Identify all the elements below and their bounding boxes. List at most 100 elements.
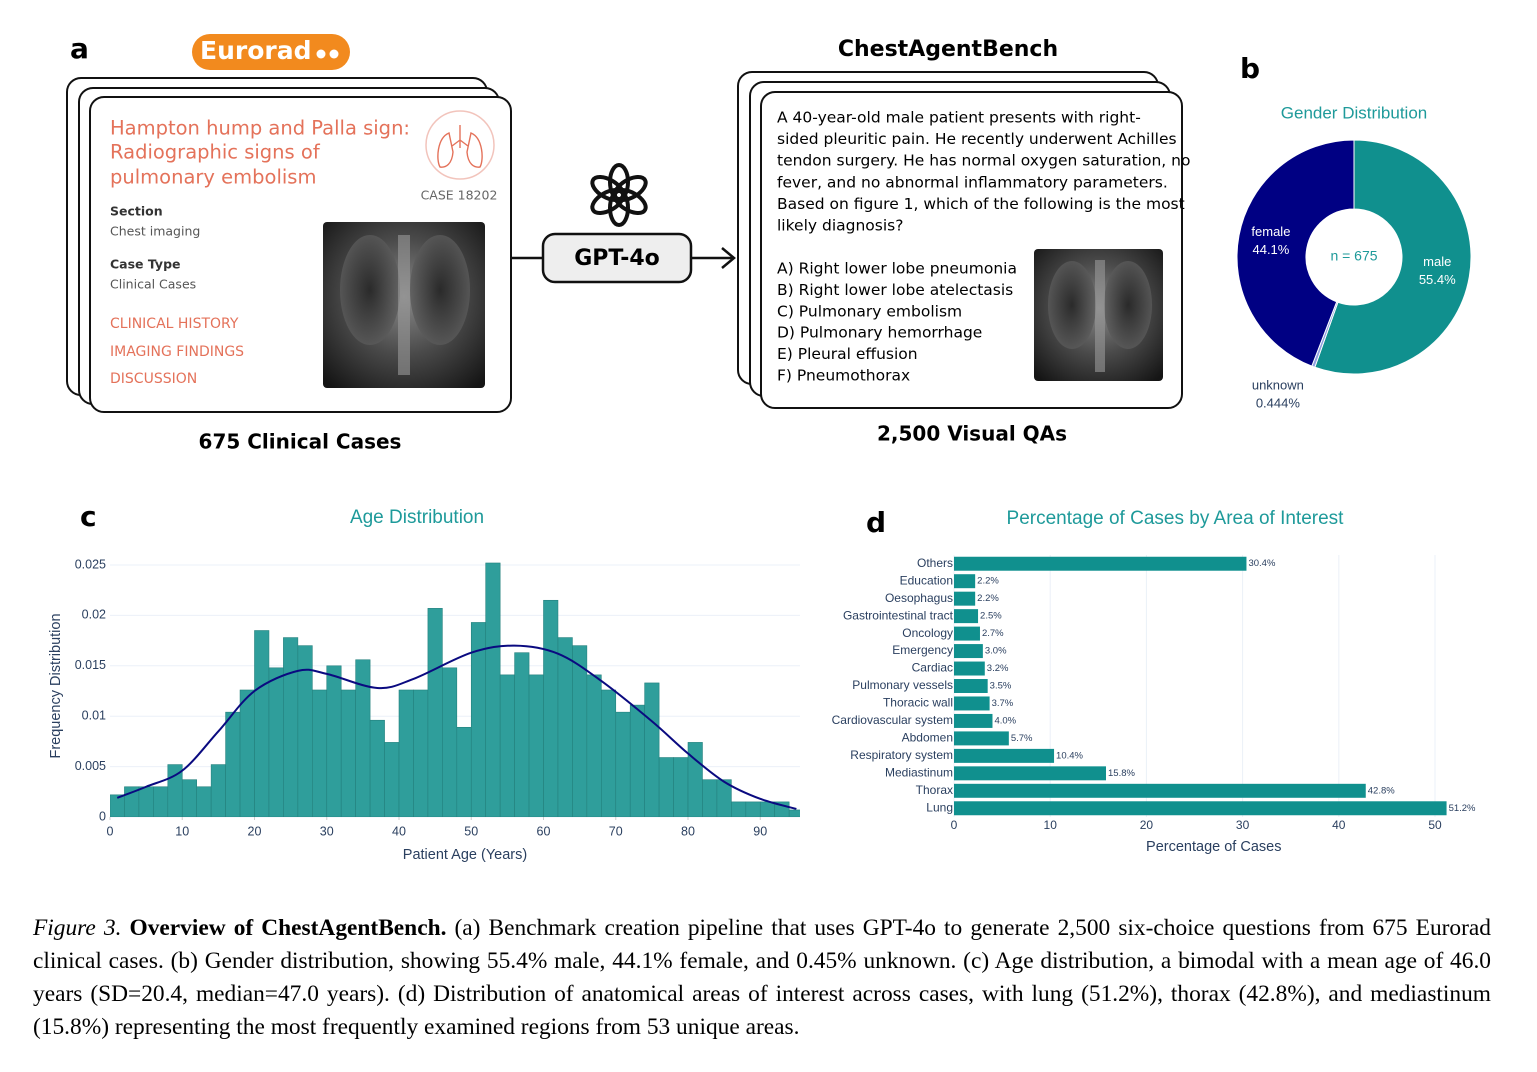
histogram-bar (601, 689, 617, 817)
bar (954, 609, 979, 624)
value-label: 5.7% (1011, 733, 1033, 744)
histogram-bar (153, 786, 169, 817)
openai-logo (590, 163, 648, 227)
bar (954, 626, 980, 641)
panel-label: b (1240, 52, 1260, 85)
question: A 40-year-old male patient presents with… (777, 109, 1190, 385)
panel-label: c (80, 500, 97, 533)
category-label: Pulmonary vessels (852, 678, 953, 692)
category-label: Others (917, 556, 953, 570)
bar (954, 556, 1247, 571)
answer-option: A) Right lower lobe pneumonia (777, 260, 1017, 278)
cases-label: 675 Clinical Cases (199, 430, 402, 454)
y-tick-label: 0.025 (75, 557, 106, 571)
x-tick-label: 10 (1044, 818, 1058, 832)
logo-dot (316, 49, 326, 59)
value-label: 2.2% (977, 576, 999, 587)
histogram-bar (398, 689, 414, 817)
slice-value-label: 55.4% (1419, 272, 1456, 287)
bar (954, 801, 1447, 816)
value-label: 10.4% (1056, 750, 1083, 761)
x-tick-label: 30 (1236, 818, 1250, 832)
x-tick-label: 70 (609, 824, 623, 838)
logo-pill (192, 34, 350, 70)
answer-option: E) Pleural effusion (777, 345, 918, 363)
histogram-bar (369, 719, 385, 817)
figure: a Eurorad Hampton hump and Palla sign: R… (48, 32, 1476, 863)
arrow-head (721, 247, 736, 269)
bar (954, 713, 993, 728)
histogram-bar (456, 726, 472, 817)
value-label: 4.0% (994, 715, 1016, 726)
histogram-bar (196, 786, 212, 817)
case-link: IMAGING FINDINGS (110, 344, 244, 360)
x-tick-label: 0 (951, 818, 958, 832)
x-tick-label: 40 (392, 824, 406, 838)
histogram-bar (629, 704, 645, 817)
histogram-bar (499, 674, 515, 817)
answer-option: D) Pulmonary hemorrhage (777, 324, 982, 342)
value-label: 2.2% (977, 593, 999, 604)
panel-label: d (866, 506, 886, 539)
pie-slice (1236, 139, 1355, 367)
field-name: Case Type (110, 257, 181, 272)
chart-title: Gender Distribution (1281, 103, 1427, 122)
histogram-bar (716, 779, 732, 817)
bars (110, 562, 800, 817)
question-line: Based on figure 1, which of the followin… (777, 195, 1185, 213)
field-value: Clinical Cases (110, 277, 196, 292)
category-label: Education (900, 573, 953, 587)
x-tick-label: 20 (1140, 818, 1154, 832)
caption-heading: Overview of ChestAgentBench. (129, 915, 447, 941)
case-title: pulmonary embolism (110, 166, 316, 189)
bar (954, 644, 983, 659)
histogram-bar (427, 608, 443, 817)
histogram-bar (485, 562, 501, 817)
histogram-bar (268, 667, 284, 817)
histogram-bar (384, 742, 400, 817)
xray-image (1034, 249, 1163, 381)
histogram-bar (788, 809, 800, 817)
histogram-bar (283, 637, 299, 817)
case-link: DISCUSSION (110, 371, 197, 387)
bench-title: ChestAgentBench (838, 37, 1058, 62)
category-label: Lung (926, 800, 953, 814)
x-tick-label: 50 (464, 824, 478, 838)
question-line: A 40-year-old male patient presents with… (777, 109, 1141, 127)
slice-label: male (1423, 254, 1451, 269)
histogram-bar (442, 667, 458, 817)
y-tick-label: 0.02 (82, 608, 106, 622)
value-label: 3.5% (990, 681, 1012, 692)
histogram-bar (110, 794, 125, 817)
histogram-bar (572, 645, 588, 817)
panel-label: a (70, 32, 89, 65)
histogram-bar (312, 689, 328, 817)
category-label: Emergency (892, 643, 953, 657)
histogram-bar (673, 757, 689, 817)
value-label: 3.2% (987, 663, 1009, 674)
answer-option: F) Pneumothorax (777, 367, 910, 385)
histogram-bar (528, 674, 544, 817)
value-label: 2.5% (980, 611, 1002, 622)
histogram-bar (514, 652, 530, 817)
bar (954, 661, 985, 676)
y-tick-label: 0.01 (82, 708, 106, 722)
model-name: GPT-4o (574, 246, 660, 271)
category-label: Thorax (916, 783, 953, 797)
field-name: Section (110, 204, 163, 219)
category-label: Abdomen (902, 731, 953, 745)
x-tick-label: 20 (248, 824, 262, 838)
histogram-bar (340, 689, 356, 817)
center-label: n = 675 (1330, 248, 1377, 264)
x-tick-label: 40 (1332, 818, 1346, 832)
histogram-bar (254, 630, 270, 817)
x-tick-label: 0 (107, 824, 114, 838)
bar (954, 696, 990, 711)
case-title: Radiographic signs of (110, 141, 321, 164)
histogram-bar (543, 599, 559, 817)
y-tick-label: 0.015 (75, 658, 106, 672)
bar (954, 591, 976, 606)
category-label: Thoracic wall (883, 696, 953, 710)
histogram-bar (326, 665, 342, 817)
